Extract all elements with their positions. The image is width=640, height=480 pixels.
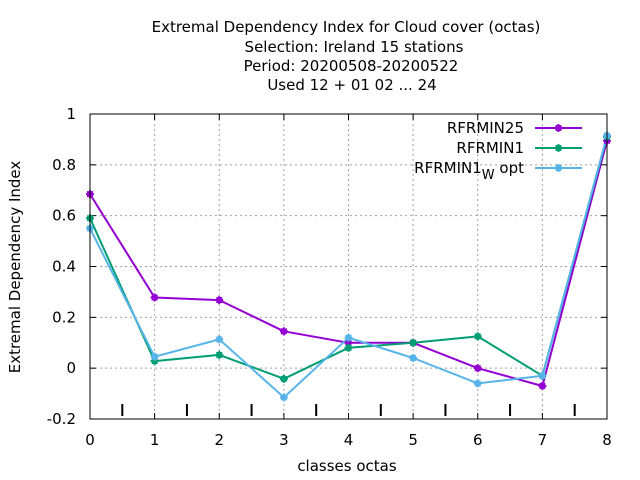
x-tick-label: 8 [602,431,612,449]
data-point [279,374,288,383]
legend-label: RFRMIN1 [456,139,524,157]
title-line-2: Selection: Ireland 15 stations [245,38,464,56]
data-point [215,296,224,305]
data-point [554,124,563,132]
x-tick-label: 1 [150,431,160,449]
data-point [150,293,159,302]
y-tick-label: -0.2 [47,410,76,428]
title-line-3: Period: 20200508-20200522 [244,57,459,75]
data-point [409,338,418,347]
x-tick-label: 6 [473,431,483,449]
data-point [538,381,547,390]
legend-label-tail: opt [495,159,524,177]
x-axis-ticks: 0 1 2 3 4 5 6 7 8 [85,114,612,449]
data-point [538,371,547,380]
data-point [473,332,482,341]
y-axis-label: Extremal Dependency Index [6,161,24,374]
x-tick-label: 7 [538,431,548,449]
x-tick-label: 0 [85,431,95,449]
data-point [344,343,353,352]
legend-label-main: RFRMIN1 [456,139,524,157]
y-tick-label: 0 [66,359,76,377]
data-point [554,164,563,172]
data-point [473,364,482,373]
data-point [409,354,418,362]
legend-label: RFRMIN1W opt [414,159,524,183]
legend-label: RFRMIN25 [447,119,524,137]
chart-title: Extremal Dependency Index for Cloud cove… [152,18,541,94]
grid-lines [90,114,607,419]
legend-label-main: RFRMIN1 [414,159,482,177]
data-point [554,144,563,152]
data-point [344,333,353,342]
legend-label-main: RFRMIN25 [447,119,524,137]
y-tick-label: 1 [66,105,76,123]
plot-frame [89,113,608,420]
y-tick-label: 0.4 [52,258,76,276]
title-line-4: Used 12 + 01 02 ... 24 [267,76,436,94]
legend-label-subscript: W [482,168,495,183]
data-point [473,379,482,388]
x-tick-label: 2 [214,431,224,449]
y-tick-label: 0.2 [52,308,76,326]
y-tick-label: 0.8 [52,156,76,174]
y-axis-ticks: -0.2 0 0.2 0.4 0.6 0.8 1 [47,105,607,428]
minor-ticks [121,404,576,416]
y-tick-label: 0.6 [52,207,76,225]
data-point [279,393,288,402]
data-point [279,327,288,336]
data-point [215,350,224,359]
data-point [215,335,224,344]
x-tick-label: 3 [279,431,289,449]
data-point [150,352,159,361]
title-line-1: Extremal Dependency Index for Cloud cove… [152,18,541,36]
x-tick-label: 5 [408,431,418,449]
x-axis-label: classes octas [297,457,397,475]
x-tick-label: 4 [344,431,354,449]
